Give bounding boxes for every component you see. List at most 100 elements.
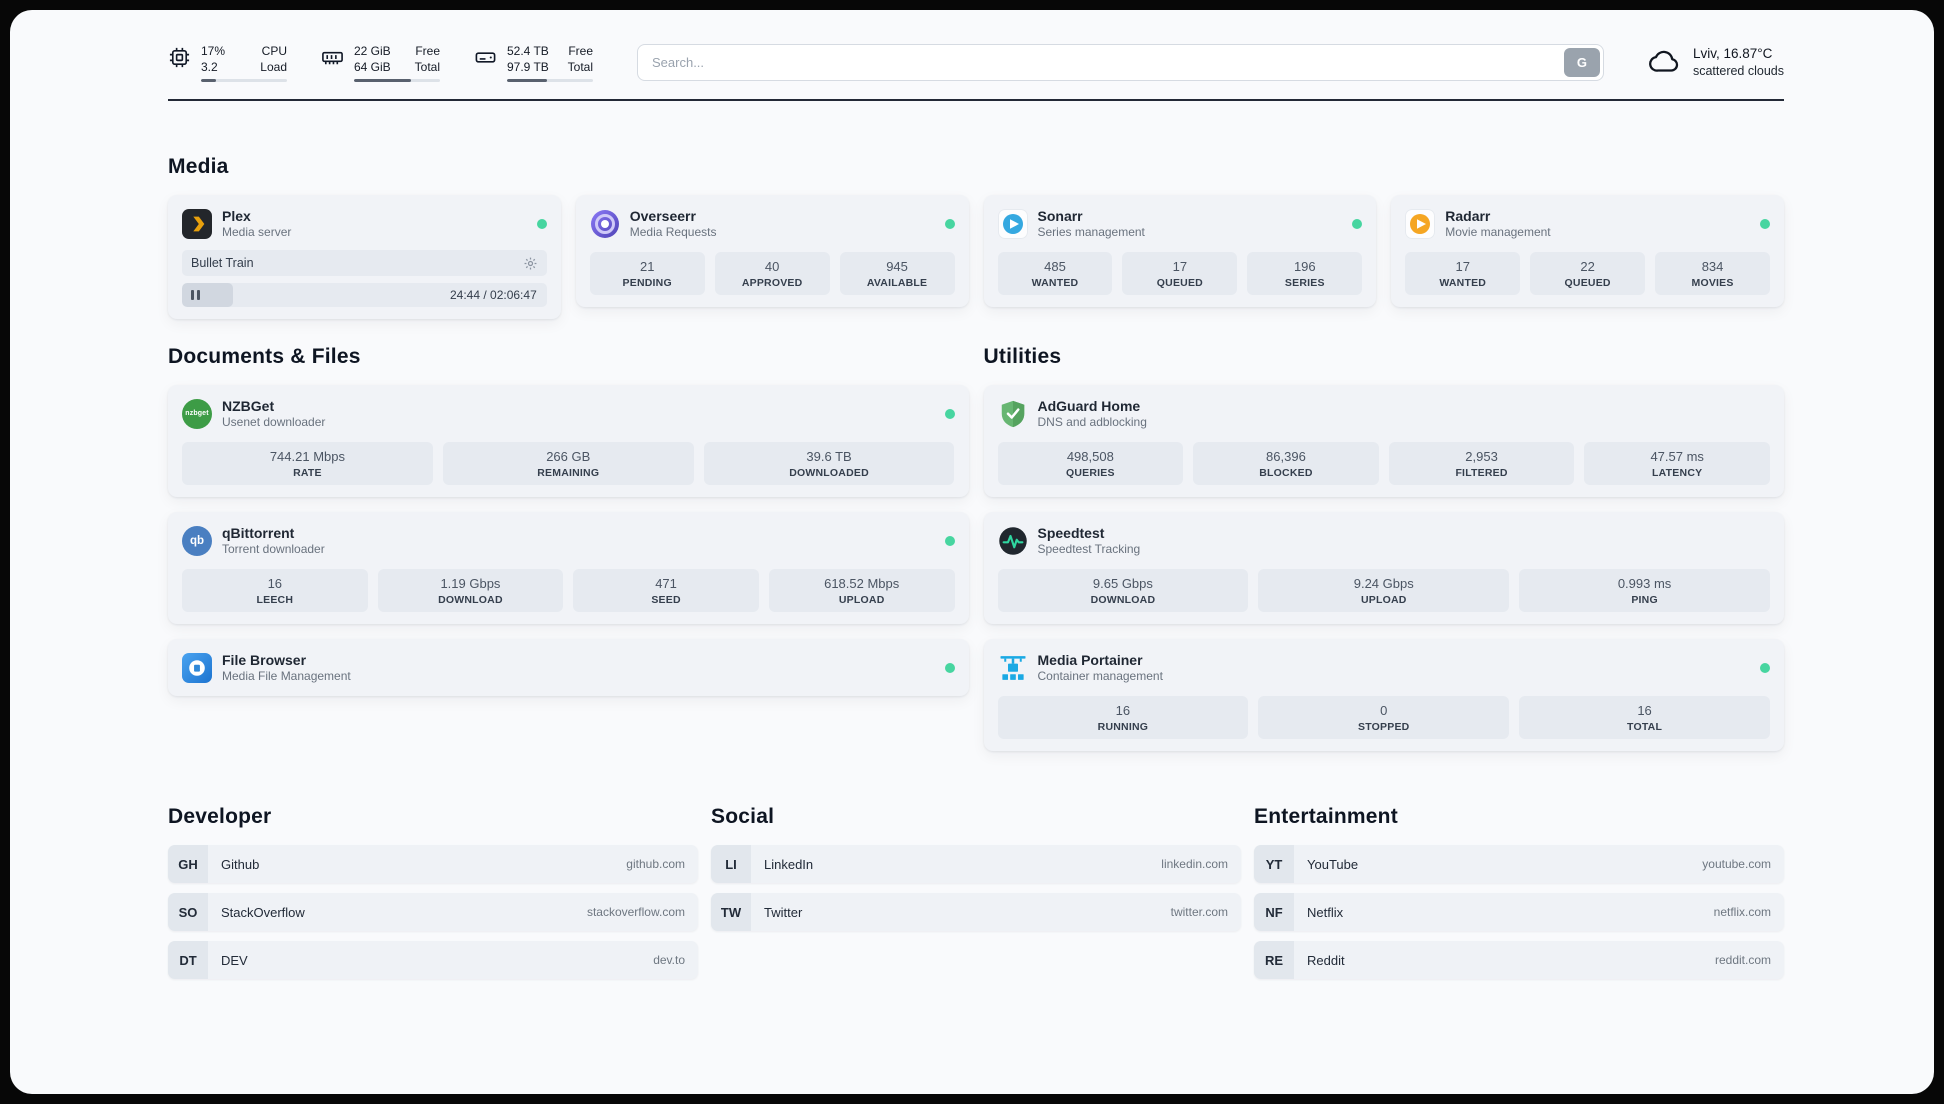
bookmark-github[interactable]: GH Github github.com xyxy=(168,845,698,883)
service-subtitle: Series management xyxy=(1037,225,1145,239)
bookmark-youtube[interactable]: YT YouTube youtube.com xyxy=(1254,845,1784,883)
cloud-icon xyxy=(1649,50,1679,72)
service-card-plex[interactable]: Plex Media server Bullet Train xyxy=(168,195,561,319)
memory-total-label: Total xyxy=(414,59,440,74)
playback-progress-fill xyxy=(182,283,234,307)
service-subtitle: Media server xyxy=(222,225,292,239)
weather-condition: scattered clouds xyxy=(1692,64,1784,78)
service-card-portainer[interactable]: Media Portainer Container management 16 … xyxy=(983,639,1784,751)
stat-queued: 17 QUEUED xyxy=(1122,252,1238,295)
stat-available: 945 AVAILABLE xyxy=(839,252,955,295)
bookmark-abbr: SO xyxy=(168,893,208,931)
disk-free-value: 52.4 TB xyxy=(507,43,549,58)
service-subtitle: Media File Management xyxy=(222,669,351,683)
service-name: Speedtest xyxy=(1037,525,1105,541)
portainer-crane-icon xyxy=(998,653,1028,683)
status-dot xyxy=(944,218,955,229)
bookmark-abbr: GH xyxy=(168,845,208,883)
service-card-sonarr[interactable]: Sonarr Series management 485 WANTED 17 Q… xyxy=(983,195,1377,307)
service-card-nzbget[interactable]: nzbget NZBGet Usenet downloader 744.21 M… xyxy=(168,385,969,497)
filebrowser-icon xyxy=(182,652,212,683)
service-card-radarr[interactable]: Radarr Movie management 17 WANTED 22 QUE… xyxy=(1391,195,1784,307)
header-divider xyxy=(168,99,1784,101)
stat-running: 16 RUNNING xyxy=(997,696,1249,739)
bookmark-name: Reddit xyxy=(1307,952,1345,968)
stat-upload: 618.52 Mbps UPLOAD xyxy=(768,569,955,612)
memory-free-value: 22 GiB xyxy=(354,43,391,58)
playback-progress-bar[interactable]: 24:44 / 02:06:47 xyxy=(182,283,547,307)
stat-leech: 16 LEECH xyxy=(182,569,368,612)
status-dot xyxy=(536,218,547,229)
bookmark-name: Netflix xyxy=(1307,904,1344,920)
service-card-filebrowser[interactable]: File Browser Media File Management xyxy=(168,639,969,696)
service-name: Overseerr xyxy=(629,208,696,224)
memory-total-value: 64 GiB xyxy=(354,59,391,74)
disk-total-label: Total xyxy=(567,59,593,74)
adguard-shield-icon xyxy=(998,399,1028,429)
bookmark-abbr: RE xyxy=(1254,941,1294,979)
bookmark-linkedin[interactable]: LI LinkedIn linkedin.com xyxy=(711,845,1241,883)
bookmarks-developer: Developer GH Github github.com SO StackO… xyxy=(168,805,698,979)
status-dot xyxy=(1760,662,1770,673)
memory-progress-bar xyxy=(354,78,440,82)
disk-monitor: 52.4 TB 97.9 TB Free Total xyxy=(474,43,593,82)
status-dot xyxy=(944,662,955,673)
bookmark-abbr: DT xyxy=(168,941,208,979)
bookmark-abbr: YT xyxy=(1254,845,1294,883)
now-playing-title: Bullet Train xyxy=(191,256,254,270)
search-provider-button[interactable]: G xyxy=(1563,47,1600,77)
stat-stopped: 0 STOPPED xyxy=(1258,696,1510,739)
stat-blocked: 86,396 BLOCKED xyxy=(1193,442,1379,485)
service-name: File Browser xyxy=(222,652,307,668)
pause-icon[interactable] xyxy=(191,290,200,300)
bookmark-netflix[interactable]: NF Netflix netflix.com xyxy=(1254,893,1784,931)
bookmark-name: StackOverflow xyxy=(221,904,305,920)
section-media: Media Plex Media server xyxy=(168,155,1784,319)
service-card-overseerr[interactable]: Overseerr Media Requests 21 PENDING 40 A… xyxy=(575,195,969,307)
stat-series: 196 SERIES xyxy=(1247,252,1363,295)
service-name: AdGuard Home xyxy=(1037,398,1141,414)
sonarr-icon xyxy=(997,208,1028,239)
stat-approved: 40 APPROVED xyxy=(714,252,830,295)
service-card-adguard[interactable]: AdGuard Home DNS and adblocking 498,508 … xyxy=(983,385,1784,497)
bookmark-name: Github xyxy=(221,856,260,872)
bookmark-url: netflix.com xyxy=(1713,905,1771,919)
overseerr-icon xyxy=(590,209,620,239)
service-subtitle: Media Requests xyxy=(629,225,717,239)
bookmark-url: reddit.com xyxy=(1714,953,1771,967)
gear-icon[interactable] xyxy=(523,256,538,271)
bookmark-twitter[interactable]: TW Twitter twitter.com xyxy=(711,893,1241,931)
bookmark-stackoverflow[interactable]: SO StackOverflow stackoverflow.com xyxy=(168,893,698,931)
weather-widget: Lviv, 16.87°C scattered clouds xyxy=(1648,45,1784,79)
bookmark-url: twitter.com xyxy=(1170,905,1228,919)
cpu-monitor: 17% 3.2 CPU Load xyxy=(168,43,287,82)
service-subtitle: Speedtest Tracking xyxy=(1037,542,1141,556)
dashboard: 17% 3.2 CPU Load xyxy=(10,10,1934,1094)
cpu-loadavg: 3.2 xyxy=(201,59,218,74)
bookmark-url: linkedin.com xyxy=(1161,857,1228,871)
stat-latency: 47.57 ms LATENCY xyxy=(1584,442,1770,485)
bookmark-reddit[interactable]: RE Reddit reddit.com xyxy=(1254,941,1784,979)
section-title-utilities: Utilities xyxy=(983,345,1062,368)
bookmark-name: LinkedIn xyxy=(764,856,814,872)
stat-upload: 9.24 Gbps UPLOAD xyxy=(1258,569,1510,612)
bookmark-url: github.com xyxy=(626,857,685,871)
stat-ping: 0.993 ms PING xyxy=(1519,569,1770,612)
cpu-percent: 17% xyxy=(201,43,226,58)
service-card-qbittorrent[interactable]: qb qBittorrent Torrent downloader 16 LEE… xyxy=(168,512,969,624)
stat-movies: 834 MOVIES xyxy=(1655,252,1771,295)
disk-progress-bar xyxy=(507,78,593,82)
bookmark-dev[interactable]: DT DEV dev.to xyxy=(168,941,698,979)
service-subtitle: DNS and adblocking xyxy=(1037,415,1147,429)
section-title-developer: Developer xyxy=(168,805,272,828)
service-name: Media Portainer xyxy=(1037,652,1143,668)
section-title-social: Social xyxy=(711,805,775,828)
bookmark-abbr: LI xyxy=(711,845,751,883)
memory-ram-icon xyxy=(322,51,343,64)
page: 17% 3.2 CPU Load xyxy=(10,10,1934,979)
playback-time: 24:44 / 02:06:47 xyxy=(450,288,537,302)
search-input[interactable] xyxy=(637,43,1604,81)
service-card-speedtest[interactable]: Speedtest Speedtest Tracking 9.65 Gbps D… xyxy=(983,512,1784,624)
disk-drive-icon xyxy=(475,51,496,63)
stat-remaining: 266 GB REMAINING xyxy=(442,442,694,485)
